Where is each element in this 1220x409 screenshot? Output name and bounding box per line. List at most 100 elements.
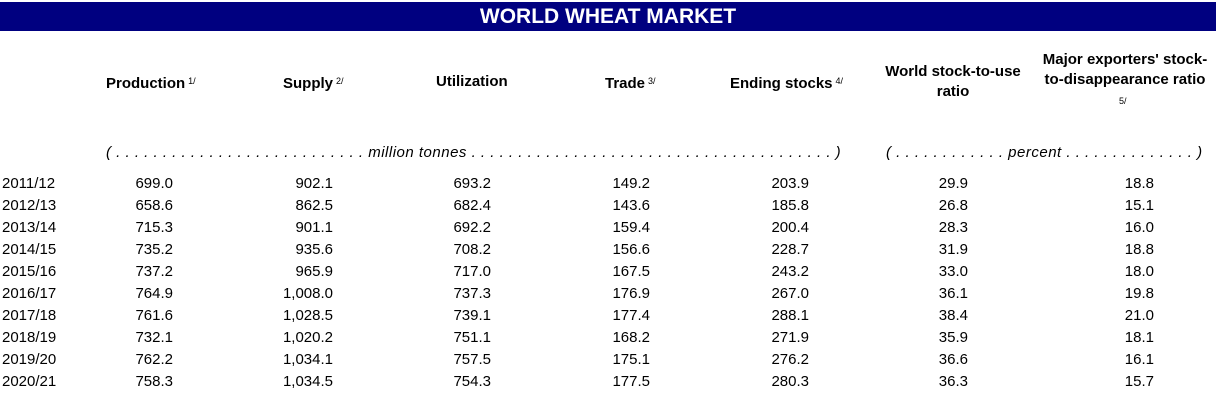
table-cell: 228.7: [771, 241, 809, 258]
footnote-marker: 4/: [835, 76, 844, 86]
header-supply: Supply 2/: [283, 74, 344, 95]
unit-percent: ( . . . . . . . . . . . . percent . . . …: [886, 144, 1203, 161]
header-ending-stocks-label: Ending stocks: [730, 75, 833, 92]
table-cell: 1,034.1: [282, 351, 333, 368]
table-cell: 203.9: [771, 175, 809, 192]
table-cell: 31.9: [938, 241, 968, 258]
row-year: 2020/21: [2, 373, 57, 390]
header-utilization-label: Utilization: [436, 73, 508, 90]
table-cell: 16.0: [1124, 219, 1154, 236]
row-year: 2019/20: [2, 351, 57, 368]
row-year: 2017/18: [2, 307, 57, 324]
header-supply-label: Supply: [283, 75, 334, 92]
table-cell: 758.3: [135, 373, 173, 390]
table-cell: 762.2: [135, 351, 173, 368]
table-cell: 175.1: [612, 351, 650, 368]
table-cell: 19.8: [1124, 285, 1154, 302]
table-cell: 15.1: [1124, 197, 1154, 214]
table-cell: 36.3: [938, 373, 968, 390]
table-cell: 29.9: [938, 175, 968, 192]
table-cell: 754.3: [453, 373, 491, 390]
table-cell: 200.4: [771, 219, 809, 236]
footnote-marker: 1/: [188, 76, 196, 86]
table-cell: 143.6: [612, 197, 650, 214]
row-year: 2018/19: [2, 329, 57, 346]
table-title: WORLD WHEAT MARKET: [0, 2, 1216, 31]
table-cell: 243.2: [771, 263, 809, 280]
table-cell: 36.6: [938, 351, 968, 368]
table-cell: 735.2: [135, 241, 173, 258]
table-cell: 1,034.5: [282, 373, 333, 390]
table-cell: 21.0: [1124, 307, 1154, 324]
table-cell: 732.1: [135, 329, 173, 346]
footnote-marker: 3/: [648, 76, 656, 86]
table-cell: 18.8: [1124, 175, 1154, 192]
table-cell: 271.9: [771, 329, 809, 346]
table-cell: 177.4: [612, 307, 650, 324]
table-cell: 38.4: [938, 307, 968, 324]
row-year: 2012/13: [2, 197, 57, 214]
header-trade-label: Trade: [605, 75, 646, 92]
header-line: to-disappearance ratio: [1044, 71, 1206, 88]
table-cell: 739.1: [453, 307, 491, 324]
table-cell: 862.5: [295, 197, 333, 214]
table-cell: 177.5: [612, 373, 650, 390]
table-cell: 682.4: [453, 197, 491, 214]
table-cell: 737.3: [453, 285, 491, 302]
table-cell: 761.6: [135, 307, 173, 324]
table-cell: 715.3: [135, 219, 173, 236]
header-major-exporters: Major exporters' stock- to-disappearance…: [1030, 50, 1220, 90]
header-line: World stock-to-use: [885, 63, 1021, 80]
table-cell: 965.9: [295, 263, 333, 280]
header-line: Major exporters' stock-: [1042, 51, 1208, 68]
unit-million-tonnes: ( . . . . . . . . . . . . . . . . . . . …: [106, 144, 842, 161]
table-cell: 658.6: [135, 197, 173, 214]
table-cell: 159.4: [612, 219, 650, 236]
row-year: 2016/17: [2, 285, 57, 302]
table-cell: 280.3: [771, 373, 809, 390]
row-year: 2013/14: [2, 219, 57, 236]
table-cell: 35.9: [938, 329, 968, 346]
table-cell: 185.8: [771, 197, 809, 214]
table-cell: 18.1: [1124, 329, 1154, 346]
table-cell: 33.0: [938, 263, 968, 280]
table-cell: 935.6: [295, 241, 333, 258]
footnote-marker: 5/: [1119, 96, 1127, 106]
table-cell: 176.9: [612, 285, 650, 302]
table-cell: 692.2: [453, 219, 491, 236]
table-cell: 764.9: [135, 285, 173, 302]
header-world-stock-to-use: World stock-to-use ratio: [870, 62, 1036, 102]
table-cell: 1,008.0: [282, 285, 333, 302]
table-cell: 276.2: [771, 351, 809, 368]
header-line: ratio: [936, 83, 970, 100]
table-cell: 699.0: [135, 175, 173, 192]
header-utilization: Utilization: [436, 72, 508, 92]
table-cell: 36.1: [938, 285, 968, 302]
header-production-label: Production: [106, 75, 186, 92]
table-cell: 751.1: [453, 329, 491, 346]
table-cell: 267.0: [771, 285, 809, 302]
table-cell: 902.1: [295, 175, 333, 192]
table-cell: 757.5: [453, 351, 491, 368]
table-cell: 288.1: [771, 307, 809, 324]
table-cell: 693.2: [453, 175, 491, 192]
table-cell: 708.2: [453, 241, 491, 258]
table-cell: 28.3: [938, 219, 968, 236]
table-cell: 15.7: [1124, 373, 1154, 390]
footnote-marker: 2/: [336, 76, 344, 86]
table-cell: 168.2: [612, 329, 650, 346]
table-cell: 16.1: [1124, 351, 1154, 368]
table-cell: 1,020.2: [282, 329, 333, 346]
table-cell: 26.8: [938, 197, 968, 214]
header-ending-stocks: Ending stocks 4/: [730, 74, 843, 95]
row-year: 2014/15: [2, 241, 57, 258]
table-cell: 737.2: [135, 263, 173, 280]
table-cell: 149.2: [612, 175, 650, 192]
header-production: Production 1/: [106, 74, 196, 95]
header-trade: Trade 3/: [605, 74, 656, 95]
table-cell: 167.5: [612, 263, 650, 280]
table-cell: 18.8: [1124, 241, 1154, 258]
table-cell: 901.1: [295, 219, 333, 236]
table-cell: 1,028.5: [282, 307, 333, 324]
row-year: 2015/16: [2, 263, 57, 280]
